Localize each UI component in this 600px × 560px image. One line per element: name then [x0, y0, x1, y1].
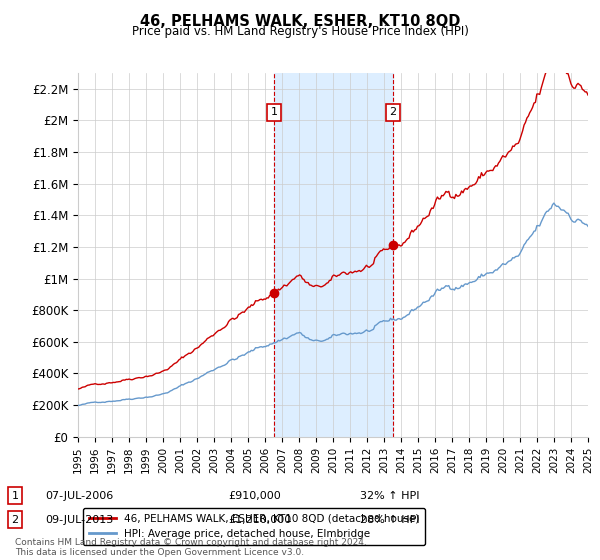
Text: 46, PELHAMS WALK, ESHER, KT10 8QD: 46, PELHAMS WALK, ESHER, KT10 8QD — [140, 14, 460, 29]
Legend: 46, PELHAMS WALK, ESHER, KT10 8QD (detached house), HPI: Average price, detached: 46, PELHAMS WALK, ESHER, KT10 8QD (detac… — [83, 507, 425, 545]
Bar — [274, 73, 393, 437]
Text: 2: 2 — [11, 515, 19, 525]
Text: 28% ↑ HPI: 28% ↑ HPI — [360, 515, 419, 525]
Text: 2: 2 — [389, 108, 397, 118]
Text: £910,000: £910,000 — [228, 491, 281, 501]
Text: 1: 1 — [11, 491, 19, 501]
Text: Contains HM Land Registry data © Crown copyright and database right 2024.
This d: Contains HM Land Registry data © Crown c… — [15, 538, 367, 557]
Text: Price paid vs. HM Land Registry's House Price Index (HPI): Price paid vs. HM Land Registry's House … — [131, 25, 469, 38]
Text: 32% ↑ HPI: 32% ↑ HPI — [360, 491, 419, 501]
Text: 09-JUL-2013: 09-JUL-2013 — [45, 515, 113, 525]
Text: 1: 1 — [271, 108, 277, 118]
Text: 07-JUL-2006: 07-JUL-2006 — [45, 491, 113, 501]
Text: £1,210,000: £1,210,000 — [228, 515, 291, 525]
